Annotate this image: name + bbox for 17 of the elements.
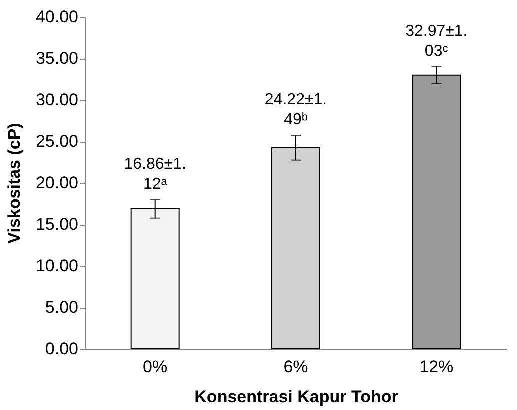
y-tick-label: 35.00 (36, 49, 78, 68)
x-axis-title: Konsentrasi Kapur Tohor (194, 388, 399, 406)
y-tick-label: 15.00 (36, 215, 78, 234)
y-axis-title: Viskositas (cP) (4, 123, 24, 244)
x-tick-label: 12% (420, 358, 454, 376)
data-label: 32.97±1.03ᶜ (406, 22, 468, 60)
y-tick-label: 20.00 (36, 174, 78, 192)
y-tick-label: 25.00 (36, 132, 78, 151)
x-tick-label: 6% (284, 358, 308, 376)
y-tick-label: 5.00 (45, 298, 78, 317)
data-label: 24.22±1.49ᵇ (264, 92, 328, 129)
data-label: 16.86±1.12ᵃ (124, 156, 186, 193)
y-tick-label: 0.00 (45, 340, 78, 358)
y-tick-label: 10.00 (36, 256, 78, 276)
x-tick-label: 0% (143, 358, 168, 376)
y-tick-label: 30.00 (36, 90, 78, 110)
y-tick-label: 40.00 (36, 8, 78, 26)
